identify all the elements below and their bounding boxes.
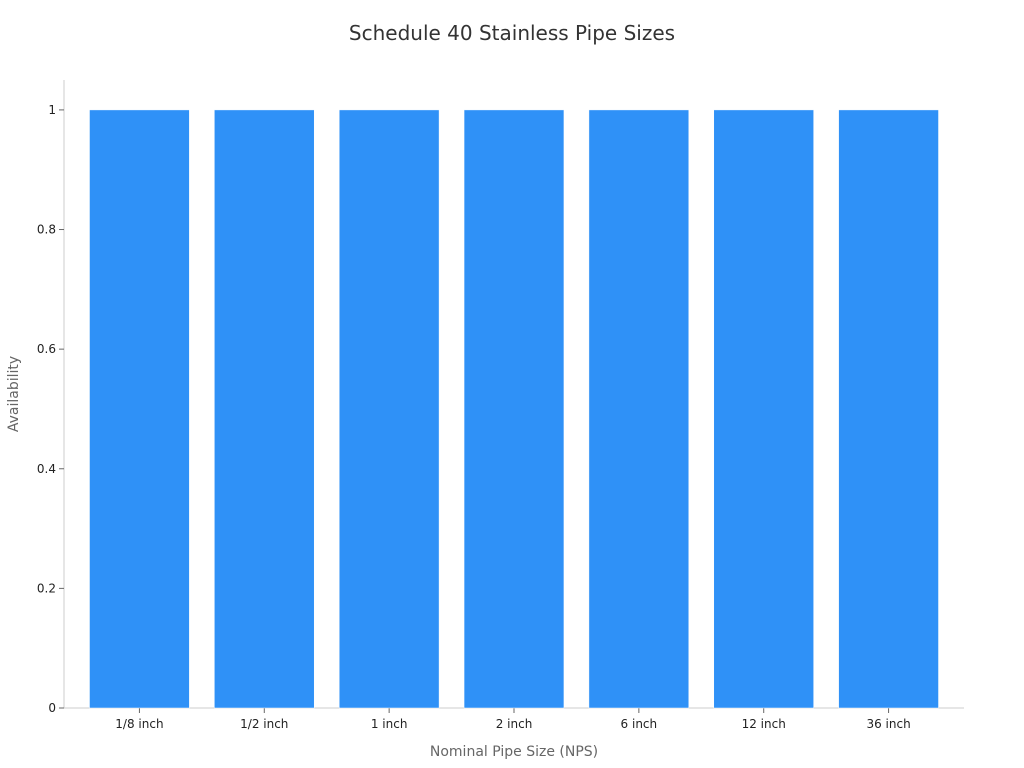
x-tick-label: 1 inch: [371, 717, 408, 731]
x-tick-label: 2 inch: [496, 717, 533, 731]
x-ticks: 1/8 inch 1/2 inch 1 inch 2 inch 6 inch 12 inc…: [115, 708, 911, 731]
y-axis: 0 0.2 0.4 0.6 0.8 1: [37, 80, 65, 715]
bar: [214, 109, 315, 709]
bar: [463, 109, 565, 709]
x-tick-label: 36 inch: [866, 717, 910, 731]
x-tick-label: 6 inch: [621, 717, 658, 731]
y-axis-label: Availability: [6, 356, 22, 432]
x-axis: 1/8 inch 1/2 inch 1 inch 2 inch 6 inch 12 inc…: [64, 707, 964, 731]
y-tick-label: 0.4: [37, 462, 56, 476]
y-ticks: 0 0.2 0.4 0.6 0.8 1: [37, 103, 64, 715]
bar: [338, 109, 440, 709]
y-tick-label: 0.8: [37, 223, 56, 237]
x-tick-label: 1/8 inch: [115, 717, 163, 731]
chart-title: Schedule 40 Stainless Pipe Sizes: [349, 21, 675, 45]
x-axis-label: Nominal Pipe Size (NPS): [430, 744, 598, 760]
bar: [89, 109, 190, 709]
bar: [838, 109, 939, 709]
bar: [713, 109, 814, 709]
y-tick-label: 0.6: [37, 342, 56, 356]
bar: [588, 109, 690, 709]
y-tick-label: 0.2: [37, 581, 56, 595]
y-tick-label: 1: [48, 103, 56, 117]
x-tick-label: 12 inch: [742, 717, 786, 731]
x-tick-label: 1/2 inch: [240, 717, 288, 731]
y-tick-label: 0: [48, 701, 56, 715]
bars: [89, 109, 939, 709]
